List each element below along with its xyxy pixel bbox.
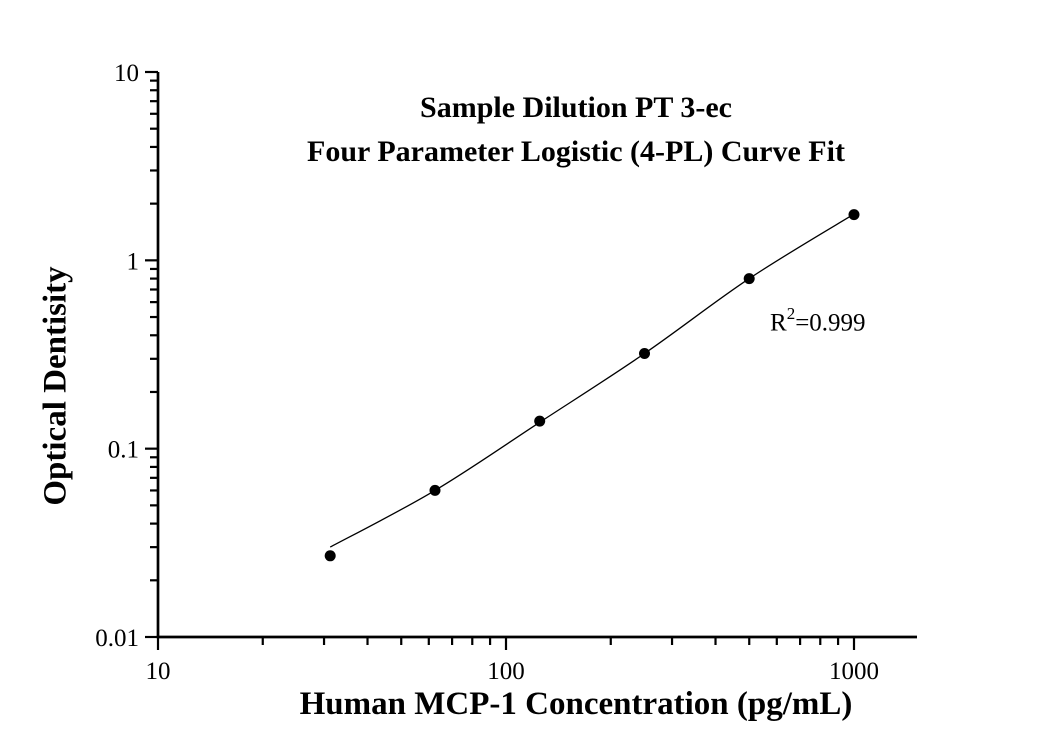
fit-curve: [329, 213, 855, 548]
r-squared-value: =0.999: [795, 309, 866, 337]
x-tick-label: 10: [146, 658, 171, 685]
r-squared-annotation: R2=0.999: [770, 304, 866, 337]
data-point: [324, 550, 336, 562]
y-tick-label: 10: [114, 60, 139, 87]
chart-title-line2: Four Parameter Logistic (4-PL) Curve Fit: [307, 135, 845, 168]
data-point: [743, 273, 755, 285]
x-axis-title: Human MCP-1 Concentration (pg/mL): [299, 686, 853, 722]
data-point: [534, 415, 546, 427]
x-tick-label: 1000: [829, 658, 879, 685]
x-tick-label: 100: [487, 658, 525, 685]
y-tick-label: 0.01: [95, 625, 139, 652]
data-point: [429, 484, 441, 496]
chart-title-line1: Sample Dilution PT 3-ec: [420, 91, 732, 124]
data-point: [848, 209, 860, 221]
y-tick-label: 0.1: [108, 437, 139, 464]
chart-title: Sample Dilution PT 3-ec Four Parameter L…: [186, 86, 966, 174]
data-point: [639, 348, 650, 359]
r-squared-superscript: 2: [786, 304, 796, 323]
y-tick-label: 1: [127, 248, 140, 275]
r-squared-base: R: [770, 309, 787, 337]
y-axis-title: Optical Dentisity: [37, 266, 74, 506]
